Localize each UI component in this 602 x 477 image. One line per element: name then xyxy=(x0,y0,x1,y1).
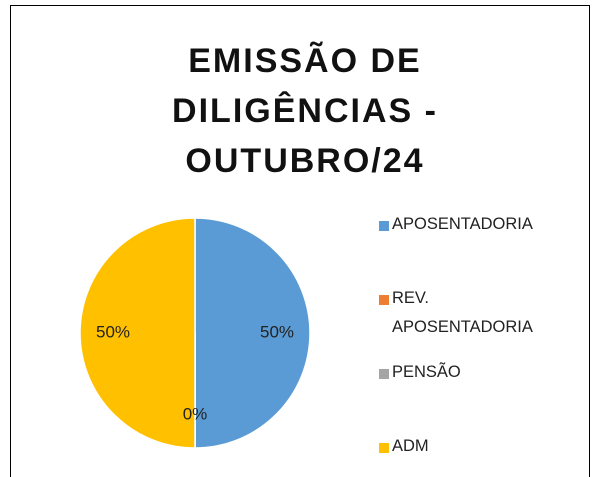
legend-swatch xyxy=(379,443,389,453)
pie-slice xyxy=(194,217,311,449)
legend-swatch xyxy=(379,295,389,305)
legend-label: REV. APOSENTADORIA xyxy=(392,289,533,336)
pie-slice xyxy=(79,217,196,449)
legend-label: APOSENTADORIA xyxy=(392,215,533,233)
data-label: 0% xyxy=(183,404,208,423)
legend-swatch xyxy=(379,369,389,379)
data-label: 50% xyxy=(260,322,294,341)
chart-frame xyxy=(10,5,590,477)
chart-title: EMISSÃO DE DILIGÊNCIAS - OUTUBRO/24 xyxy=(172,42,438,180)
legend-label: ADM xyxy=(392,437,429,455)
legend-swatch xyxy=(379,221,389,231)
legend-label: PENSÃO xyxy=(392,363,461,381)
data-label: 50% xyxy=(96,322,130,341)
